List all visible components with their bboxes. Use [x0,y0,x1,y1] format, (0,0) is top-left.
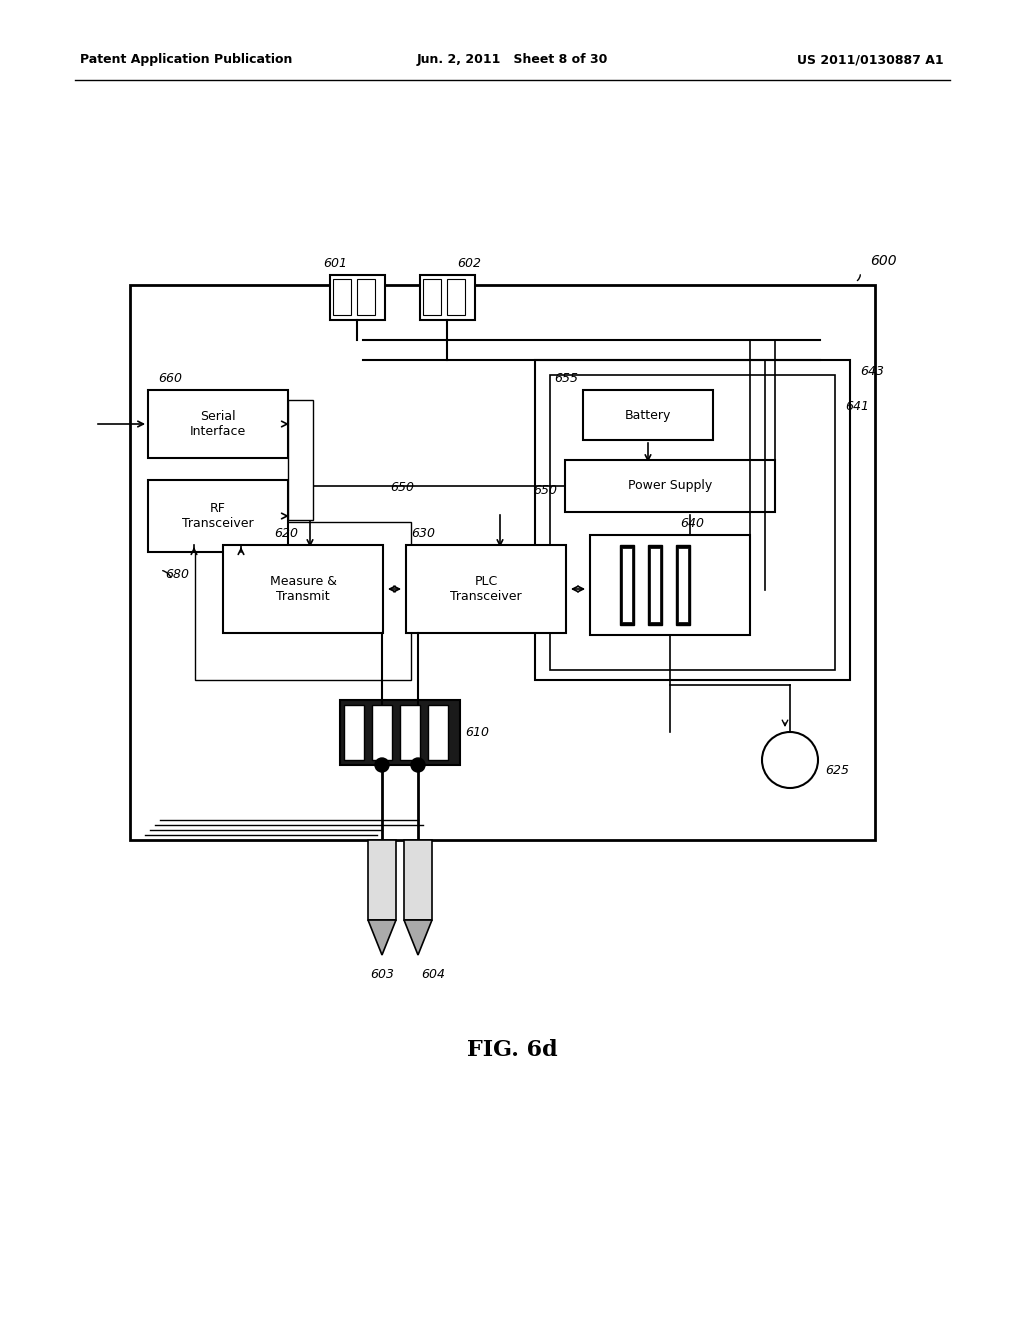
Bar [330,275,385,319]
Text: 600: 600 [870,253,897,268]
Text: US 2011/0130887 A1: US 2011/0130887 A1 [798,54,944,66]
Bar [650,548,660,622]
Text: 643: 643 [860,366,884,378]
Text: 641: 641 [845,400,869,413]
Bar [550,375,835,671]
Bar [148,480,288,552]
Bar [447,279,465,315]
Text: 620: 620 [274,527,298,540]
Circle shape [762,733,818,788]
Circle shape [411,758,425,772]
Bar [344,705,364,760]
Text: 655: 655 [554,372,578,385]
Text: Patent Application Publication: Patent Application Publication [80,54,293,66]
Bar [333,279,351,315]
Bar [195,521,411,680]
Text: 650: 650 [390,480,414,494]
Circle shape [375,758,389,772]
Text: FIG. 6d: FIG. 6d [467,1039,557,1061]
Bar [404,840,432,920]
Bar [223,545,383,634]
Bar [288,400,313,520]
Text: 630: 630 [411,527,435,540]
Text: 680: 680 [165,569,189,582]
Text: RF
Transceiver: RF Transceiver [182,502,254,531]
Text: Power Supply: Power Supply [628,479,712,492]
Bar [583,389,713,440]
Bar [130,285,874,840]
Text: Serial
Interface: Serial Interface [189,411,246,438]
Text: 660: 660 [158,372,182,385]
Bar [676,545,690,624]
Bar [420,275,475,319]
Bar [565,459,775,512]
Bar [208,535,398,673]
Polygon shape [404,920,432,954]
Bar [423,279,441,315]
Bar [428,705,449,760]
Text: 625: 625 [825,763,849,776]
Text: Battery: Battery [625,408,671,421]
Text: PLC
Transceiver: PLC Transceiver [451,576,522,603]
Polygon shape [368,920,396,954]
Bar [678,548,688,622]
Bar [400,705,420,760]
Bar [340,700,460,766]
Bar [622,548,632,622]
Text: Jun. 2, 2011   Sheet 8 of 30: Jun. 2, 2011 Sheet 8 of 30 [417,54,607,66]
Text: 640: 640 [680,517,705,531]
Bar [648,545,662,624]
Text: 604: 604 [421,968,445,981]
Bar [620,545,634,624]
Bar [368,840,396,920]
Bar [406,545,566,634]
Text: Measure &
Transmit: Measure & Transmit [269,576,337,603]
Text: 603: 603 [370,968,394,981]
Text: 601: 601 [324,257,347,271]
Bar [357,279,375,315]
Bar [148,389,288,458]
Bar [590,535,750,635]
Bar [372,705,392,760]
Bar [535,360,850,680]
Text: 610: 610 [465,726,489,738]
Text: 602: 602 [458,257,481,271]
Text: 650: 650 [534,484,557,498]
